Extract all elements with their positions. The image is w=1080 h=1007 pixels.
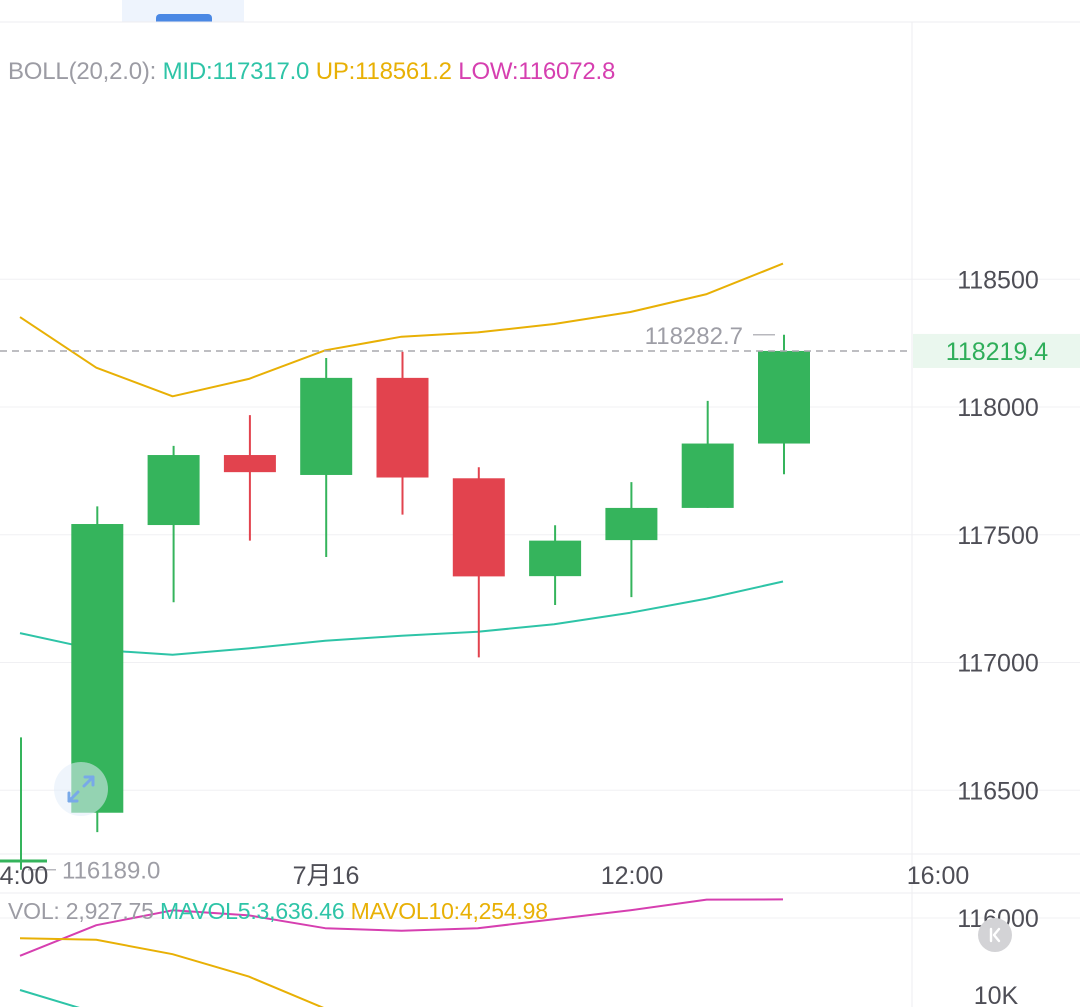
collapse-panel-button[interactable] xyxy=(978,918,1012,952)
candle-body xyxy=(300,377,353,475)
candle-4 xyxy=(300,357,353,557)
candle-0 xyxy=(0,737,47,870)
volume-axis-label: 10K xyxy=(974,982,1019,1007)
current-price-tag: 118219.4 xyxy=(946,338,1049,366)
boll-legend-up: UP:118561.2 xyxy=(315,58,452,85)
volume-legend-vol: VOL: 2,927.75 xyxy=(8,898,154,924)
candle-body xyxy=(452,478,505,577)
candle-body xyxy=(376,377,429,478)
candle-body xyxy=(758,350,810,444)
expand-arrows-icon xyxy=(67,775,95,803)
candle-10 xyxy=(758,334,810,475)
volume-legend-mavol5: MAVOL5:3,636.46 xyxy=(159,898,345,924)
y-tick-label-0: 118500 xyxy=(957,266,1039,294)
candle-body xyxy=(223,455,276,473)
candle-body xyxy=(605,507,658,541)
boll-legend: BOLL(20,2.0): MID:117317.0 UP:118561.2 L… xyxy=(8,58,615,86)
x-tick-label-2: 12:00 xyxy=(601,862,664,890)
y-tick-label-2: 117500 xyxy=(957,522,1039,550)
selected-tab-indicator[interactable] xyxy=(122,0,244,22)
candle-body xyxy=(147,455,200,526)
boll-mid-line xyxy=(19,580,784,656)
boll-legend-low: LOW:116072.8 xyxy=(458,58,616,85)
boll-legend-mid: MID:117317.0 xyxy=(162,58,310,85)
candle-9 xyxy=(681,400,734,508)
current-price-tag-bg xyxy=(913,333,1080,368)
boll-upper-line xyxy=(19,262,784,398)
candle-body xyxy=(681,443,734,508)
y-tick-label-1: 118000 xyxy=(957,394,1039,422)
expand-chart-button[interactable] xyxy=(54,762,108,816)
boll-legend-name: BOLL(20,2.0): xyxy=(8,58,157,85)
candle-8 xyxy=(605,482,658,598)
collapse-chevron-icon xyxy=(989,927,1001,943)
candle-3 xyxy=(223,415,276,541)
high-price-label: 118282.7 xyxy=(645,323,743,350)
y-tick-label-4: 116500 xyxy=(957,777,1039,805)
volume-legend: VOL: 2,927.75 MAVOL5:3,636.46 MAVOL10:4,… xyxy=(8,898,548,925)
mavol5-line xyxy=(19,989,80,1007)
candle-2 xyxy=(147,445,200,603)
x-tick-label-0: 4:00 xyxy=(0,862,48,890)
boll-lower-line xyxy=(19,898,784,957)
y-tick-label-3: 117000 xyxy=(957,650,1039,678)
candle-5 xyxy=(376,351,429,515)
x-tick-label-1: 7月16 xyxy=(293,862,360,890)
candle-body xyxy=(0,859,47,863)
candle-7 xyxy=(529,525,582,606)
candle-6 xyxy=(452,467,505,658)
volume-legend-mavol10: MAVOL10:4,254.98 xyxy=(350,898,548,924)
low-price-label: 116189.0 xyxy=(62,858,160,885)
x-tick-label-3: 16:00 xyxy=(907,862,970,890)
mavol10-line xyxy=(19,937,324,1007)
candle-body xyxy=(529,540,582,577)
